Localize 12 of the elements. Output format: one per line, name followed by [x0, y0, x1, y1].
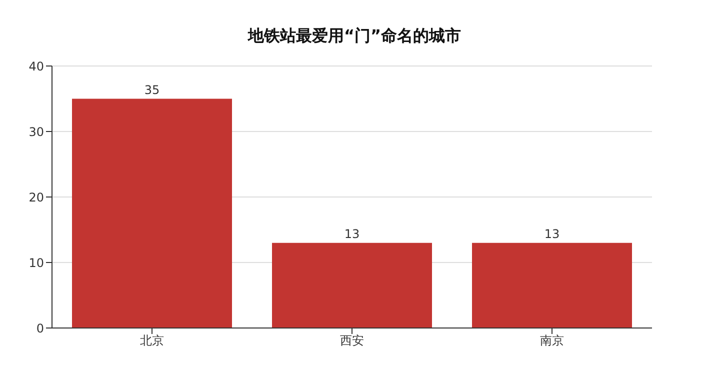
x-tick-label: 西安	[340, 334, 364, 348]
data-label: 35	[144, 82, 160, 97]
y-tick-label: 20	[28, 190, 44, 204]
y-tick-label: 10	[28, 256, 44, 270]
x-tick-label: 北京	[140, 334, 164, 348]
y-tick-label: 30	[28, 124, 44, 139]
y-tick-label: 0	[36, 321, 44, 336]
y-tick-label: 40	[28, 59, 44, 74]
data-label: 13	[544, 226, 560, 241]
chart-title: 地铁站最爱用“门”命名的城市	[246, 26, 462, 47]
x-tick-label: 南京	[540, 334, 564, 348]
data-label: 13	[344, 226, 360, 241]
